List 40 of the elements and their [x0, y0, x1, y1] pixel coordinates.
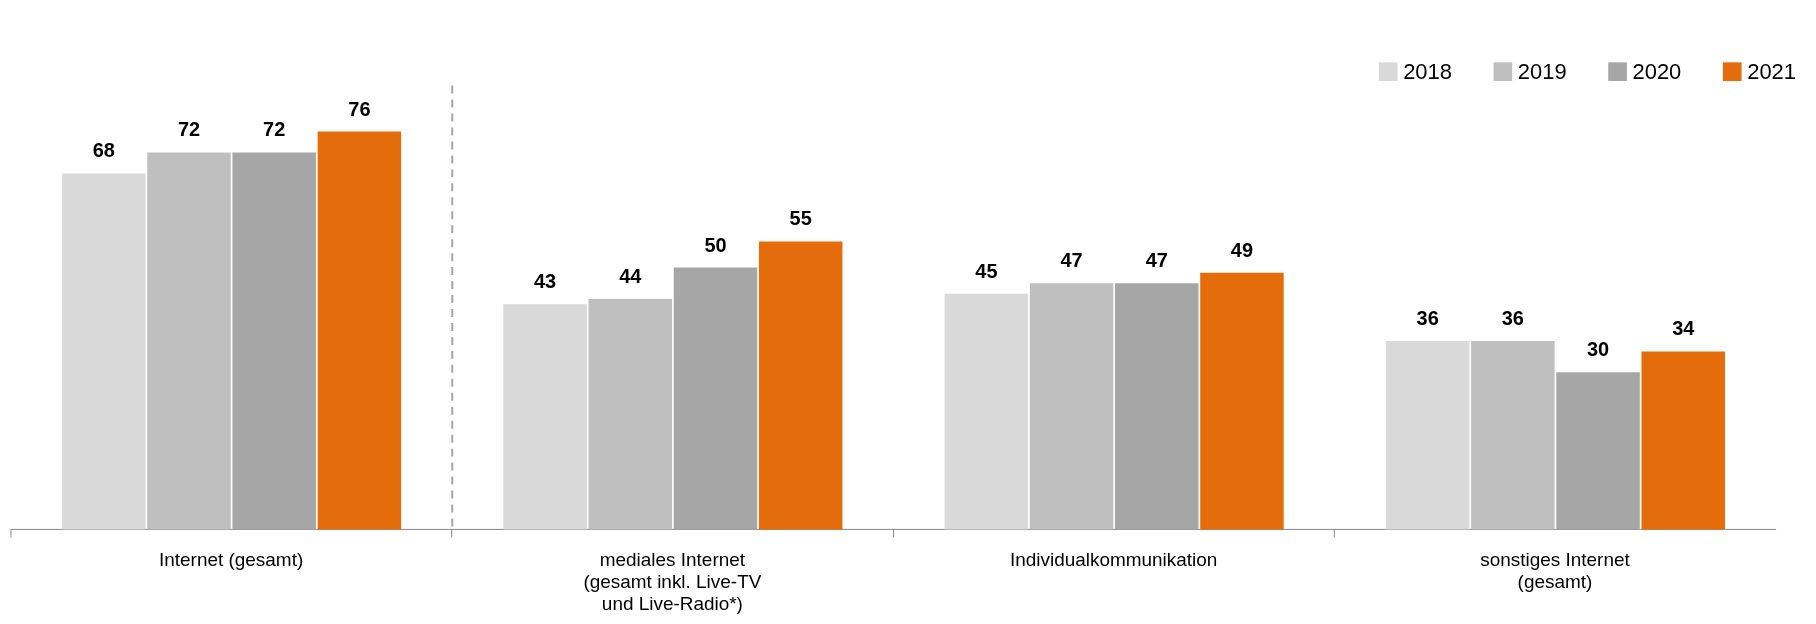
data-label: 44 [619, 265, 642, 288]
data-label: 45 [975, 259, 998, 282]
legend-label: 2019 [1517, 58, 1567, 84]
data-label: 43 [534, 270, 557, 293]
data-label: 47 [1060, 249, 1083, 272]
legend-label: 2018 [1403, 58, 1452, 84]
bar [317, 131, 402, 530]
bar [1641, 351, 1725, 530]
data-label: 47 [1145, 249, 1168, 272]
bar [673, 267, 758, 530]
data-label: 49 [1230, 238, 1254, 261]
bar [1200, 272, 1284, 530]
data-label: 36 [1501, 306, 1524, 329]
bar [503, 304, 587, 530]
data-label: 55 [789, 207, 812, 230]
data-label: 50 [704, 233, 727, 256]
data-label: 76 [348, 97, 371, 120]
bar [1471, 340, 1555, 530]
x-tick-label: sonstiges Internet (gesamt) [1480, 549, 1631, 593]
legend-label: 2020 [1632, 58, 1682, 84]
bar [1115, 283, 1199, 530]
x-tick-label: mediales Internet (gesamt inkl. Live-TV und Live-Radio*) [583, 549, 762, 615]
bar [62, 173, 146, 530]
bar [232, 152, 316, 530]
bar [1385, 340, 1470, 530]
data-label: 30 [1586, 338, 1610, 361]
bar [758, 241, 843, 530]
data-label: 72 [263, 118, 286, 141]
legend-label: 2021 [1747, 58, 1796, 84]
data-label: 34 [1672, 317, 1695, 340]
data-label: 72 [177, 118, 201, 141]
data-label: 36 [1416, 306, 1439, 329]
bar [147, 152, 231, 530]
data-label: 68 [92, 139, 115, 162]
bar [1029, 283, 1114, 530]
x-tick-label: Individualkommunikation [1010, 549, 1218, 571]
bar [944, 293, 1029, 530]
bar [588, 299, 673, 530]
bar [1556, 372, 1640, 530]
x-tick-label: Internet (gesamt) [159, 549, 304, 571]
